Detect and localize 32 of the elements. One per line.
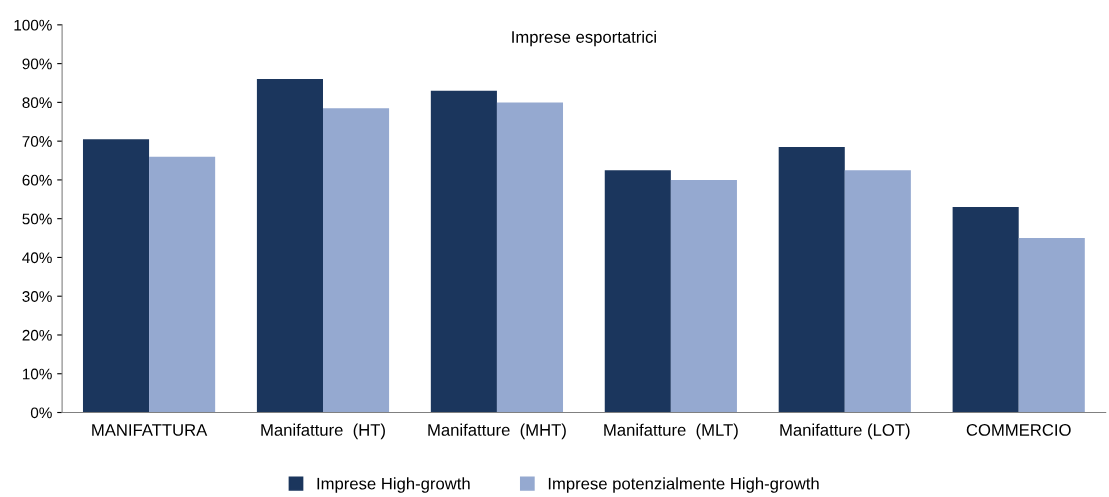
x-tick-label: MANIFATTURA bbox=[92, 424, 208, 436]
bar bbox=[952, 207, 1019, 413]
y-tick-label: 10% bbox=[22, 368, 52, 380]
y-tick-label: 60% bbox=[22, 174, 52, 186]
x-tick-label: Manifatture (MLT) bbox=[604, 423, 738, 440]
x-tick-label: Manifatture (MHT) bbox=[428, 423, 566, 440]
x-tick-label: COMMERCIO bbox=[966, 424, 1071, 436]
y-tick-label: 100% bbox=[14, 19, 52, 31]
bar bbox=[256, 79, 323, 413]
legend-label: Imprese potenzialmente High-growth bbox=[548, 477, 819, 493]
bar bbox=[323, 108, 390, 413]
y-tick-label: 90% bbox=[22, 58, 52, 70]
legend-label: Imprese High-growth bbox=[317, 477, 470, 493]
bar bbox=[430, 90, 497, 413]
bar bbox=[604, 170, 671, 413]
x-tick-label: Manifatture (LOT) bbox=[780, 423, 910, 440]
y-tick-label: 50% bbox=[22, 213, 52, 225]
y-tick-label: 40% bbox=[22, 252, 52, 264]
bar bbox=[844, 170, 911, 413]
y-tick-label: 80% bbox=[22, 97, 52, 109]
y-tick-label: 0% bbox=[30, 407, 52, 419]
bar bbox=[778, 146, 845, 413]
chart-title: Imprese esportatrici bbox=[512, 30, 656, 47]
bar bbox=[1018, 238, 1085, 413]
bar bbox=[496, 102, 564, 413]
x-tick-label: Manifatture (HT) bbox=[261, 423, 385, 440]
bar bbox=[82, 139, 150, 413]
y-tick-label: 70% bbox=[22, 136, 52, 147]
y-tick-label: 20% bbox=[22, 329, 52, 341]
bar bbox=[149, 156, 216, 413]
bar bbox=[670, 179, 737, 413]
y-tick-label: 30% bbox=[22, 291, 52, 302]
